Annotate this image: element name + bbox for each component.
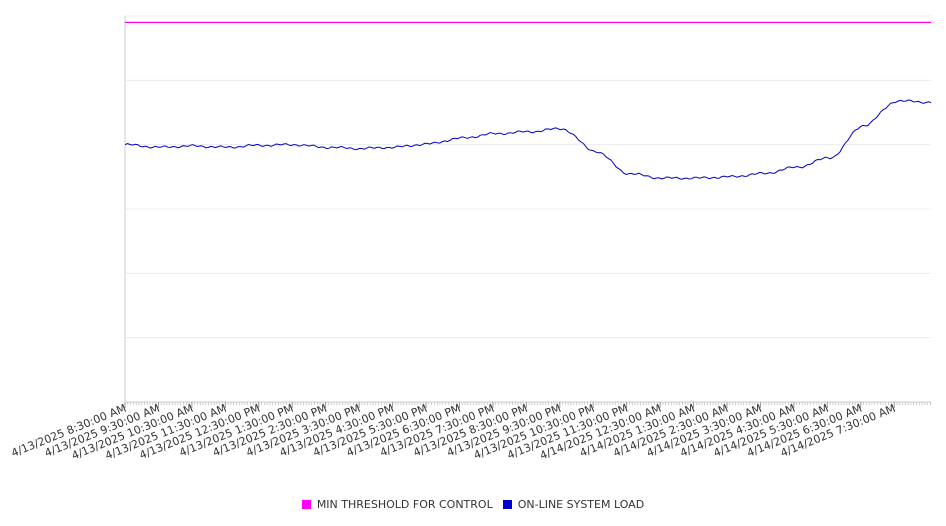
series-line-system-load	[124, 99, 932, 180]
legend-swatch-system-load	[502, 500, 512, 509]
legend-item-system-load: ON-LINE SYSTEM LOAD	[502, 498, 645, 511]
legend-swatch-min-threshold	[301, 500, 311, 509]
x-tick-labels: 4/13/2025 8:30:00 AM4/13/2025 9:30:00 AM…	[9, 402, 897, 463]
legend-label-min-threshold: MIN THRESHOLD FOR CONTROL	[316, 498, 493, 511]
axes	[124, 16, 931, 408]
legend-item-min-threshold: MIN THRESHOLD FOR CONTROL	[301, 498, 493, 511]
legend-label-system-load: ON-LINE SYSTEM LOAD	[517, 498, 645, 511]
series-lines	[124, 21, 932, 180]
legend: MIN THRESHOLD FOR CONTROL ON-LINE SYSTEM…	[0, 498, 946, 511]
gridlines	[125, 15, 931, 339]
